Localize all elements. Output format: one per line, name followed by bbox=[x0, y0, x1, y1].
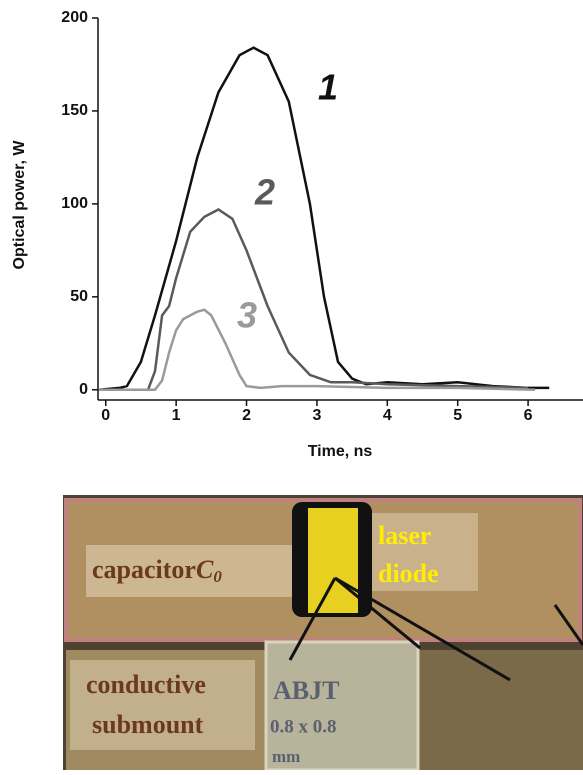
bond-wire bbox=[288, 577, 337, 661]
label-box bbox=[372, 513, 478, 591]
conductive-label: conductive bbox=[86, 670, 206, 699]
y-axis-label: Optical power, W bbox=[11, 140, 28, 270]
capacitor-text: capacitor bbox=[92, 555, 196, 584]
bond-wire bbox=[334, 576, 421, 650]
series-label: 3 bbox=[237, 295, 257, 336]
data-line bbox=[98, 46, 550, 392]
abjt-unit: mm bbox=[272, 747, 300, 766]
data-line bbox=[98, 308, 536, 392]
y-tick-label: 100 bbox=[61, 195, 88, 212]
x-tick-label: 5 bbox=[453, 407, 462, 424]
label-box bbox=[86, 545, 292, 597]
capacitor-label: capacitorC0 bbox=[92, 555, 222, 586]
series-label: 2 bbox=[254, 172, 275, 213]
label-box bbox=[70, 660, 255, 750]
y-tick-label: 150 bbox=[61, 102, 88, 119]
abjt-label: ABJT bbox=[273, 676, 339, 705]
submount-label: submount bbox=[92, 710, 204, 739]
x-tick-label: 4 bbox=[383, 407, 392, 424]
series-label: 1 bbox=[318, 67, 338, 108]
data-line bbox=[98, 208, 529, 392]
x-tick-label: 0 bbox=[101, 407, 110, 424]
capacitor-subscript: 0 bbox=[213, 567, 222, 586]
photo: capacitorC0 laser diode conductive submo… bbox=[63, 495, 583, 772]
x-tick-label: 1 bbox=[172, 407, 181, 424]
abjt-size: 0.8 x 0.8 bbox=[270, 716, 337, 737]
x-tick-label: 3 bbox=[312, 407, 321, 424]
bond-wire bbox=[334, 576, 511, 682]
y-tick-label: 50 bbox=[70, 288, 88, 305]
submount-area bbox=[410, 650, 583, 770]
y-tick-label: 0 bbox=[79, 381, 88, 398]
x-tick-label: 6 bbox=[524, 407, 533, 424]
x-tick-label: 2 bbox=[242, 407, 251, 424]
y-tick-label: 200 bbox=[61, 9, 88, 26]
abjt-chip bbox=[264, 640, 420, 772]
diode-label: diode bbox=[378, 559, 439, 588]
laser-chip bbox=[308, 508, 358, 613]
laser-label: laser bbox=[378, 521, 431, 550]
bond-wire bbox=[553, 604, 583, 646]
capacitor-symbol: C bbox=[196, 555, 214, 584]
x-axis-label: Time, ns bbox=[308, 443, 373, 460]
chart: Time, ns Optical power, W 0 50 100 150 200 0 1… bbox=[11, 9, 583, 460]
